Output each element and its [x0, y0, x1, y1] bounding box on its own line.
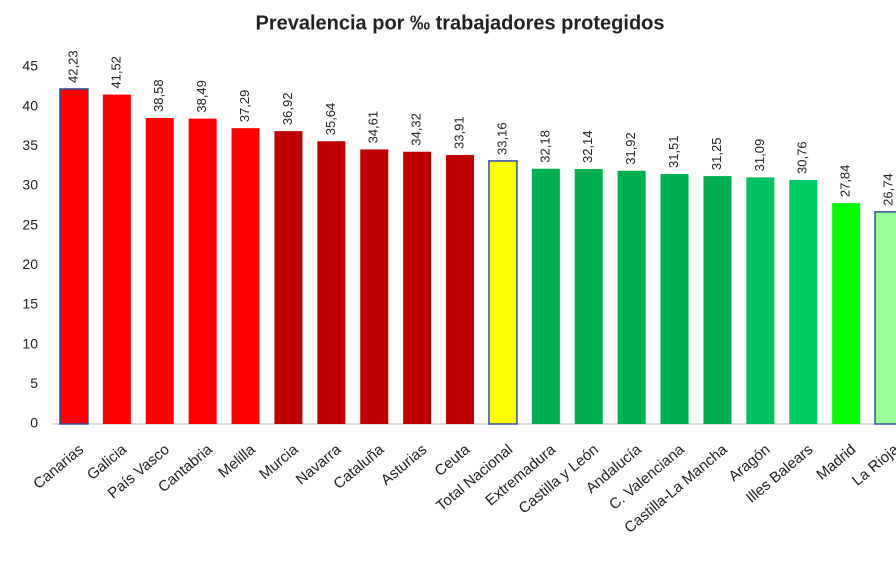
value-label: 31,92 — [623, 132, 638, 165]
bar — [874, 211, 896, 425]
bar — [59, 88, 89, 425]
y-tick-label: 20 — [22, 256, 38, 272]
bar — [102, 94, 131, 424]
bar — [403, 151, 432, 424]
chart-title: Prevalencia por ‰ trabajadores protegido… — [255, 12, 664, 34]
x-tick-label: Asturias — [378, 441, 430, 489]
y-tick-label: 30 — [22, 177, 38, 193]
value-label: 42,23 — [65, 50, 80, 83]
value-label: 30,76 — [795, 141, 810, 174]
y-tick-label: 25 — [22, 216, 38, 232]
value-label: 36,92 — [280, 93, 295, 126]
value-label: 33,16 — [494, 122, 509, 155]
y-tick-label: 5 — [30, 375, 38, 391]
value-label: 41,52 — [108, 56, 123, 89]
bar — [274, 131, 303, 425]
x-tick-label: Canarias — [30, 441, 87, 493]
bar — [660, 174, 689, 424]
x-tick-label: Melilla — [215, 441, 259, 482]
bar — [531, 168, 560, 424]
bar — [703, 176, 732, 424]
value-label: 34,61 — [366, 111, 381, 144]
bar — [188, 118, 217, 424]
bar — [360, 149, 389, 424]
value-label: 26,74 — [880, 173, 895, 206]
y-tick-label: 10 — [22, 335, 38, 351]
bar — [789, 179, 818, 424]
y-tick-label: 0 — [30, 415, 38, 431]
y-tick-label: 45 — [22, 58, 38, 74]
y-tick-label: 40 — [22, 97, 38, 113]
value-label: 33,91 — [451, 116, 466, 149]
bar — [145, 117, 174, 424]
value-label: 38,49 — [194, 80, 209, 113]
bar — [488, 160, 518, 425]
value-label: 27,84 — [838, 165, 853, 198]
value-label: 31,09 — [752, 139, 767, 172]
y-tick-label: 35 — [22, 137, 38, 153]
y-tick-label: 15 — [22, 296, 38, 312]
value-label: 31,51 — [666, 135, 681, 168]
value-label: 32,18 — [537, 130, 552, 163]
bar — [317, 141, 346, 425]
value-label: 31,25 — [709, 138, 724, 171]
value-label: 38,58 — [151, 79, 166, 112]
value-label: 35,64 — [323, 103, 338, 136]
value-label: 37,29 — [237, 90, 252, 123]
bar — [574, 169, 603, 424]
value-label: 32,14 — [580, 130, 595, 163]
bar — [746, 177, 775, 424]
value-label: 34,32 — [409, 113, 424, 146]
bar — [617, 170, 646, 424]
bar — [832, 203, 861, 424]
x-tick-label: La Rioja — [849, 441, 896, 490]
bar — [231, 128, 260, 424]
bar — [446, 154, 475, 425]
